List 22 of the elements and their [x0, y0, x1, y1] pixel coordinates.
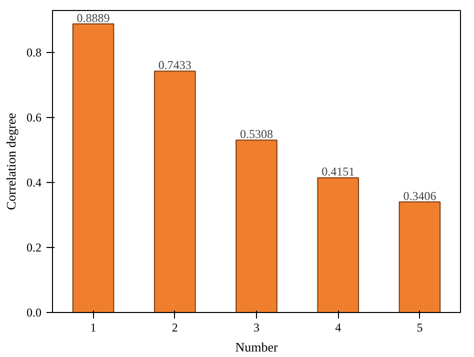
y-tick-label: 0.4	[26, 176, 42, 190]
x-tick-label: 5	[416, 320, 423, 334]
bar	[154, 70, 196, 312]
y-tick-label: 0.2	[26, 240, 42, 255]
bar	[72, 23, 114, 312]
data-label: 0.3406	[403, 188, 436, 203]
y-tick-label: 0.0	[26, 306, 42, 320]
x-axis-title: Number	[235, 340, 278, 354]
data-label: 0.7433	[158, 58, 192, 72]
data-label: 0.8889	[76, 10, 110, 25]
data-label: 0.4151	[322, 164, 355, 179]
data-label: 0.5308	[240, 127, 273, 142]
bar	[317, 177, 359, 312]
x-tick-label: 3	[254, 320, 260, 334]
y-tick-label: 0.6	[26, 110, 42, 125]
bar	[398, 201, 441, 312]
x-tick-label: 4	[335, 320, 342, 334]
x-tick-label: 1	[90, 320, 96, 334]
y-axis-title: Correlation degree	[4, 112, 18, 210]
x-tick-label: 2	[172, 320, 178, 334]
y-tick-label: 0.8	[26, 46, 42, 60]
bar	[236, 140, 278, 312]
